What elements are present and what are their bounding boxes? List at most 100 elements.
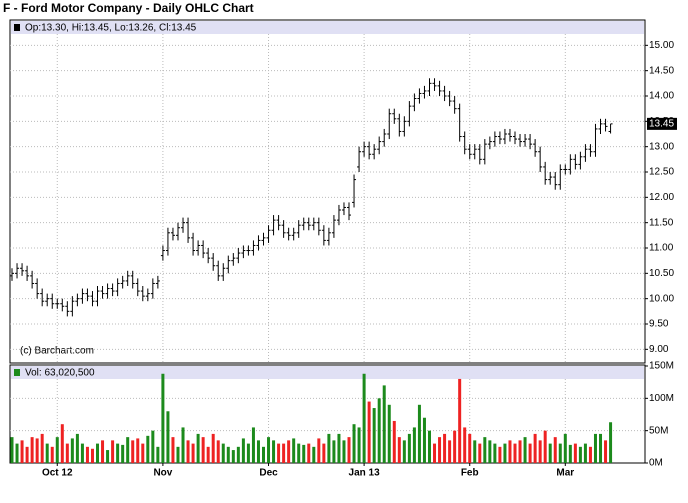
volume-bar	[35, 438, 39, 463]
volume-bar	[362, 373, 366, 463]
volume-bar	[337, 433, 341, 463]
y-tick-label: 13.00	[649, 141, 674, 152]
chart-title: F - Ford Motor Company - Daily OHLC Char…	[3, 1, 254, 15]
volume-bar	[236, 446, 240, 463]
x-tick-label: Mar	[556, 468, 574, 479]
y-tick-label: 12.50	[649, 167, 674, 178]
volume-bar	[111, 440, 115, 463]
volume-bar	[417, 404, 421, 463]
volume-bar	[196, 433, 200, 463]
y-tick-label: 11.00	[649, 243, 674, 254]
volume-bar	[478, 443, 482, 463]
volume-bar	[302, 444, 306, 463]
volume-bar	[553, 437, 557, 463]
y-tick-label: 10.50	[649, 268, 674, 279]
volume-bar	[126, 437, 130, 463]
volume-bar	[407, 433, 411, 463]
price-icon	[14, 24, 20, 31]
volume-bar	[297, 443, 301, 463]
volume-bar	[498, 446, 502, 463]
price-header	[11, 21, 644, 34]
volume-bar	[80, 443, 84, 463]
volume-bar	[181, 427, 185, 463]
volume-bar	[513, 443, 517, 463]
volume-bar	[101, 440, 105, 463]
volume-bar	[427, 430, 431, 463]
volume-bar	[246, 443, 250, 463]
last-price: 13.45	[649, 119, 674, 130]
volume-bar	[422, 417, 426, 463]
y-tick-label: 15.00	[649, 40, 674, 51]
volume-bar	[443, 433, 447, 463]
volume-bar	[317, 438, 321, 463]
volume-bar	[372, 408, 376, 463]
volume-bar	[241, 438, 245, 463]
volume-bar	[25, 446, 29, 463]
volume-bar	[15, 443, 19, 463]
volume-bar	[367, 401, 371, 463]
volume-bar	[176, 446, 180, 463]
volume-bar	[141, 443, 145, 463]
volume-bar	[518, 440, 522, 463]
volume-bar	[468, 433, 472, 463]
volume-bar	[65, 443, 69, 463]
volume-bar	[171, 437, 175, 463]
volume-bar	[60, 424, 64, 463]
y-tick-label: 11.50	[649, 217, 674, 228]
y2-tick-label: 50M	[649, 425, 668, 436]
volume-bar	[347, 437, 351, 463]
volume-bar	[267, 437, 271, 463]
volume-bar	[161, 373, 165, 463]
quote-text: Op:13.30, Hi:13.45, Lo:13.26, Cl:13.45	[25, 23, 197, 34]
volume-bar	[357, 427, 361, 463]
volume-bar	[277, 443, 281, 463]
x-tick-label: Oct 12	[42, 468, 73, 479]
volume-bar	[262, 446, 265, 463]
volume-bar	[131, 440, 135, 463]
volume-bar	[508, 440, 512, 463]
volume-bar	[211, 433, 215, 463]
volume-bar	[563, 433, 567, 463]
volume-bar	[106, 450, 110, 463]
volume-bar	[538, 440, 542, 463]
volume-bar	[20, 440, 24, 463]
y-tick-label: 9.00	[649, 344, 669, 355]
volume-bar	[458, 378, 462, 463]
volume-bar	[483, 437, 487, 463]
volume-bar	[201, 437, 205, 463]
volume-bar	[438, 437, 442, 463]
volume-bar	[186, 440, 190, 463]
volume-bar	[463, 427, 467, 463]
volume-bar	[599, 433, 603, 463]
volume-bar	[40, 433, 44, 463]
volume-bar	[578, 446, 582, 463]
volume-bar	[70, 438, 74, 463]
volume-bar	[528, 443, 532, 463]
x-tick-label: Feb	[461, 468, 479, 479]
volume-bar	[272, 440, 276, 463]
volume-bar	[448, 440, 452, 463]
credit: (c) Barchart.com	[20, 346, 94, 357]
volume-bar	[382, 385, 386, 463]
volume-bar	[50, 446, 54, 463]
volume-bar	[558, 443, 562, 463]
volume-bar	[588, 446, 592, 463]
volume-bar	[609, 422, 613, 463]
volume-bar	[573, 443, 577, 463]
volume-bar	[10, 437, 14, 463]
volume-bar	[312, 446, 316, 463]
volume-bar	[488, 440, 492, 463]
volume-text: Vol: 63,020,500	[25, 368, 95, 379]
volume-bar	[282, 443, 286, 463]
volume-bar	[90, 448, 94, 463]
volume-bar	[226, 446, 230, 463]
volume-bar	[453, 430, 457, 463]
volume-bar	[231, 450, 235, 463]
volume-bar	[55, 437, 59, 463]
volume-bar	[543, 430, 547, 463]
volume-bar	[377, 398, 381, 463]
volume-bar	[136, 438, 140, 463]
volume-bar	[96, 443, 100, 463]
y-tick-label: 10.00	[649, 293, 674, 304]
y-tick-label: 14.50	[649, 65, 674, 76]
